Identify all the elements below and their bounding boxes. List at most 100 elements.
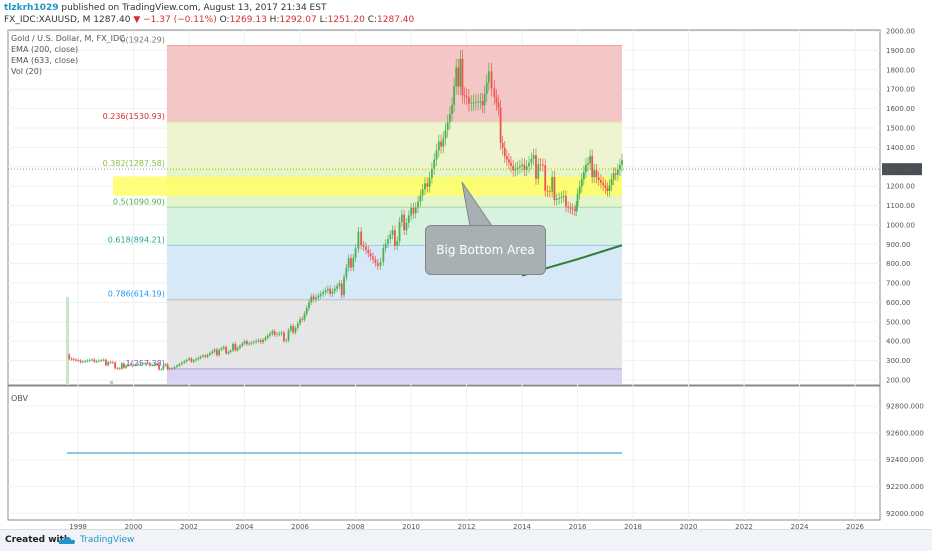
volume-bar [110, 381, 113, 385]
candle-body [315, 297, 317, 300]
author-name[interactable]: tlzkrh1029 [4, 3, 59, 13]
candle-body [616, 169, 619, 175]
candle-body [95, 361, 98, 363]
candle-body [608, 185, 611, 191]
candle-body [360, 231, 363, 246]
candle-body [376, 262, 379, 267]
fib-level-label: 0.786(614.19) [108, 290, 165, 299]
candle-body [81, 361, 84, 363]
candle-body [158, 364, 160, 370]
created-with-text: Created with [5, 535, 71, 545]
candle-body [331, 291, 334, 294]
high-value: 1292.07 [279, 15, 317, 25]
candle-body [426, 183, 429, 187]
candle-body [391, 230, 394, 235]
candle-body [168, 368, 171, 370]
candle-body [72, 359, 75, 361]
fibonacci-retracement[interactable]: 0(1924.29) 0.236(1530.93) 0.382(1287.58) 0.… [8, 36, 880, 385]
legend-title[interactable]: Gold / U.S. Dollar, M, FX_IDC [11, 34, 125, 43]
close-value: 1287.40 [377, 15, 415, 25]
candle-body [600, 180, 602, 183]
candle-body [222, 347, 225, 349]
candle-body [259, 340, 262, 343]
x-tick-label: 2012 [458, 523, 476, 531]
candle-body [510, 162, 512, 166]
candle-body [312, 296, 315, 300]
candle-body [79, 360, 82, 363]
candle-body [109, 362, 112, 363]
candle-body [283, 332, 285, 341]
candle-body [243, 341, 246, 344]
y-tick-label: 300.00 [886, 357, 911, 365]
x-tick-label: 2026 [846, 523, 864, 531]
y-tick-label: 900.00 [886, 241, 911, 249]
candle-body [372, 256, 374, 260]
candle-body [278, 333, 281, 335]
volume-bar [66, 297, 69, 385]
candle-body [151, 364, 153, 366]
candle-body [234, 343, 237, 351]
candle-body [111, 362, 114, 364]
obv-tick-label: 92400.000 [886, 456, 924, 464]
candle-body [292, 326, 295, 333]
candle-body [457, 67, 460, 87]
annotation-callout[interactable]: Big Bottom Area [425, 225, 546, 275]
candle-body [137, 364, 140, 365]
candle-body [493, 88, 496, 98]
symbol-label: FX_IDC:XAUUSD, M [4, 15, 91, 25]
candle-body [162, 365, 165, 370]
candle-body [324, 290, 327, 293]
candle-body [398, 222, 401, 242]
obv-tick-label: 92600.000 [886, 429, 924, 437]
obv-label[interactable]: OBV [11, 394, 29, 403]
candle-body [455, 67, 458, 87]
candle-body [173, 367, 176, 369]
candle-body [305, 308, 308, 314]
candle-body [289, 326, 292, 331]
x-tick-label: 2010 [402, 523, 420, 531]
y-tick-label: 1000.00 [886, 221, 915, 229]
candle-body [299, 319, 301, 324]
obv-pane-border [7, 385, 881, 521]
candle-body [166, 364, 169, 370]
candle-body [477, 101, 480, 103]
candle-body [357, 231, 360, 249]
candle-body [171, 368, 174, 370]
legend-ema-633[interactable]: EMA (633, close) [11, 56, 79, 65]
candle-body [565, 195, 567, 207]
big-bottom-highlight [113, 176, 622, 196]
candle-body [202, 355, 204, 357]
fib-level-label: 0.236(1530.93) [103, 112, 165, 121]
candle-body [70, 358, 73, 360]
candle-body [252, 341, 255, 343]
candle-body [495, 97, 498, 103]
candle-body [560, 196, 563, 198]
candle-body [621, 160, 623, 165]
candle-body [528, 162, 530, 167]
candle-body [414, 207, 417, 214]
main-pane-border [7, 29, 881, 386]
candle-body [424, 183, 426, 190]
obv-tick-label: 92800.000 [886, 403, 924, 411]
candle-body [192, 360, 195, 362]
candle-body [122, 363, 125, 368]
candle-body [141, 363, 144, 365]
candle-body [329, 288, 332, 294]
candle-body [578, 186, 581, 194]
candle-body [326, 288, 329, 291]
x-tick-label: 2000 [125, 523, 143, 531]
y-tick-label: 1100.00 [886, 202, 915, 210]
candle-body [595, 170, 598, 178]
tradingview-brand[interactable]: TradingView [80, 535, 135, 545]
open-value: 1269.13 [229, 15, 267, 25]
candle-body [521, 164, 523, 167]
candle-body [273, 331, 276, 335]
candle-body [139, 363, 142, 365]
legend-volume[interactable]: Vol (20) [11, 67, 42, 76]
legend-ema-200[interactable]: EMA (200, close) [11, 45, 79, 54]
y-tick-label: 500.00 [886, 318, 911, 326]
candle-body [336, 286, 338, 289]
x-tick-label: 2018 [624, 523, 642, 531]
candle-body [468, 97, 470, 104]
